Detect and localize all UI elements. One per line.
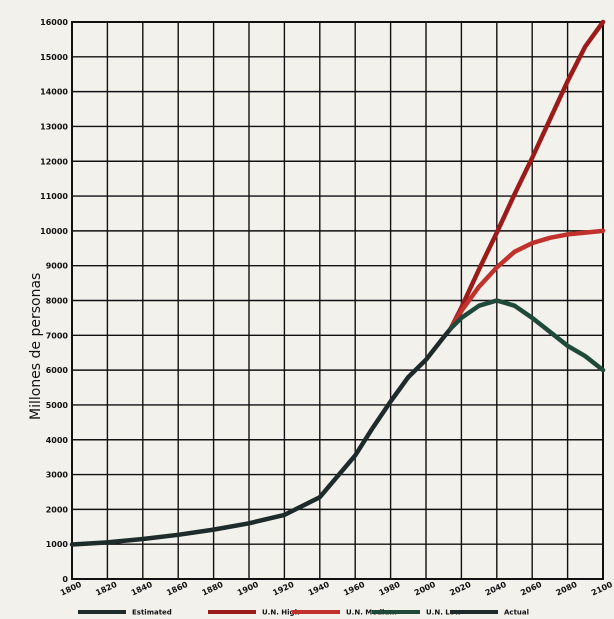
y-tick-label: 9000 — [46, 262, 69, 271]
legend-label: Actual — [504, 609, 529, 617]
y-tick-label: 3000 — [46, 471, 69, 480]
legend: Estimated U.N. High U.N. Medium U.N. Low Act… — [78, 609, 529, 617]
series — [69, 19, 606, 547]
series-line-u-n-high — [448, 19, 606, 331]
series-line-estimated — [69, 326, 454, 547]
y-axis-label: Millones de personas — [28, 273, 44, 420]
y-tick-label: 12000 — [40, 157, 68, 166]
plot-border — [71, 21, 604, 580]
legend-label: Estimated — [132, 609, 172, 617]
y-tick-label: 2000 — [46, 505, 69, 514]
legend-label: U.N. High — [262, 609, 300, 617]
y-tick-label: 15000 — [40, 53, 68, 62]
y-tick-label: 0 — [62, 575, 68, 584]
y-tick-label: 5000 — [46, 401, 69, 410]
y-tick-label: 7000 — [46, 331, 69, 340]
y-tick-label: 6000 — [46, 366, 69, 375]
grid — [71, 21, 604, 580]
y-tick-label: 14000 — [40, 88, 68, 97]
y-tick-label: 11000 — [40, 192, 68, 201]
y-tick-label: 1000 — [46, 540, 69, 549]
y-tick-label: 8000 — [46, 297, 69, 306]
series-line-u-n-medium — [448, 228, 606, 331]
legend-label: U.N. Medium — [346, 609, 397, 617]
y-tick-label: 10000 — [40, 227, 68, 236]
y-tick-label: 13000 — [40, 122, 68, 131]
y-tick-label: 4000 — [46, 436, 69, 445]
axes — [71, 21, 604, 580]
legend-label: U.N. Low — [426, 609, 462, 617]
y-tick-label: 16000 — [40, 18, 68, 27]
series-line-u-n-low — [448, 298, 606, 373]
